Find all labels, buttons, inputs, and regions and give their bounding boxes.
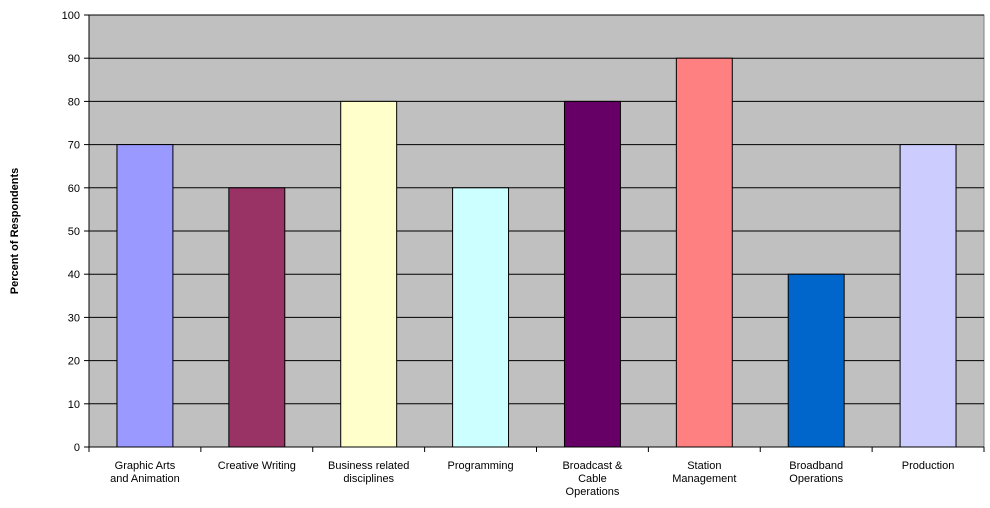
y-tick-label: 30 [68,312,80,324]
y-tick-label: 40 [68,269,80,281]
bar [787,273,845,448]
x-tick-label: Creative Writing [218,460,296,472]
y-tick-label: 80 [68,96,80,108]
bar [675,57,733,448]
x-tick-label: Broadband Operations [789,460,843,485]
y-tick-label: 10 [68,399,80,411]
y-tick-label: 0 [74,442,80,454]
bar [340,100,398,448]
y-axis-title: Percent of Respondents [9,168,21,295]
y-axis-ticks: 0 10 20 30 40 50 60 70 80 90 100 [62,10,89,454]
bar [563,100,621,448]
bar [116,144,174,448]
bar [452,187,510,448]
y-tick-label: 20 [68,356,80,368]
y-tick-label: 50 [68,226,80,238]
x-tick-label: Business related disciplines [328,460,409,485]
x-tick-label: Production [902,460,955,472]
bar [899,144,957,448]
y-tick-label: 100 [62,10,80,22]
x-tick-label: Graphic Arts and Animation [110,460,180,485]
y-tick-label: 60 [68,183,80,195]
y-tick-label: 70 [68,140,80,152]
bar [228,187,286,448]
x-tick-label: Station Management [672,460,736,485]
y-tick-label: 90 [68,53,80,65]
x-tick-label: Programming [448,460,514,472]
x-tick-label: Broadcast & Cable Operations [562,460,623,498]
x-axis-labels: Graphic Arts and Animation Creative Writin… [110,460,954,498]
